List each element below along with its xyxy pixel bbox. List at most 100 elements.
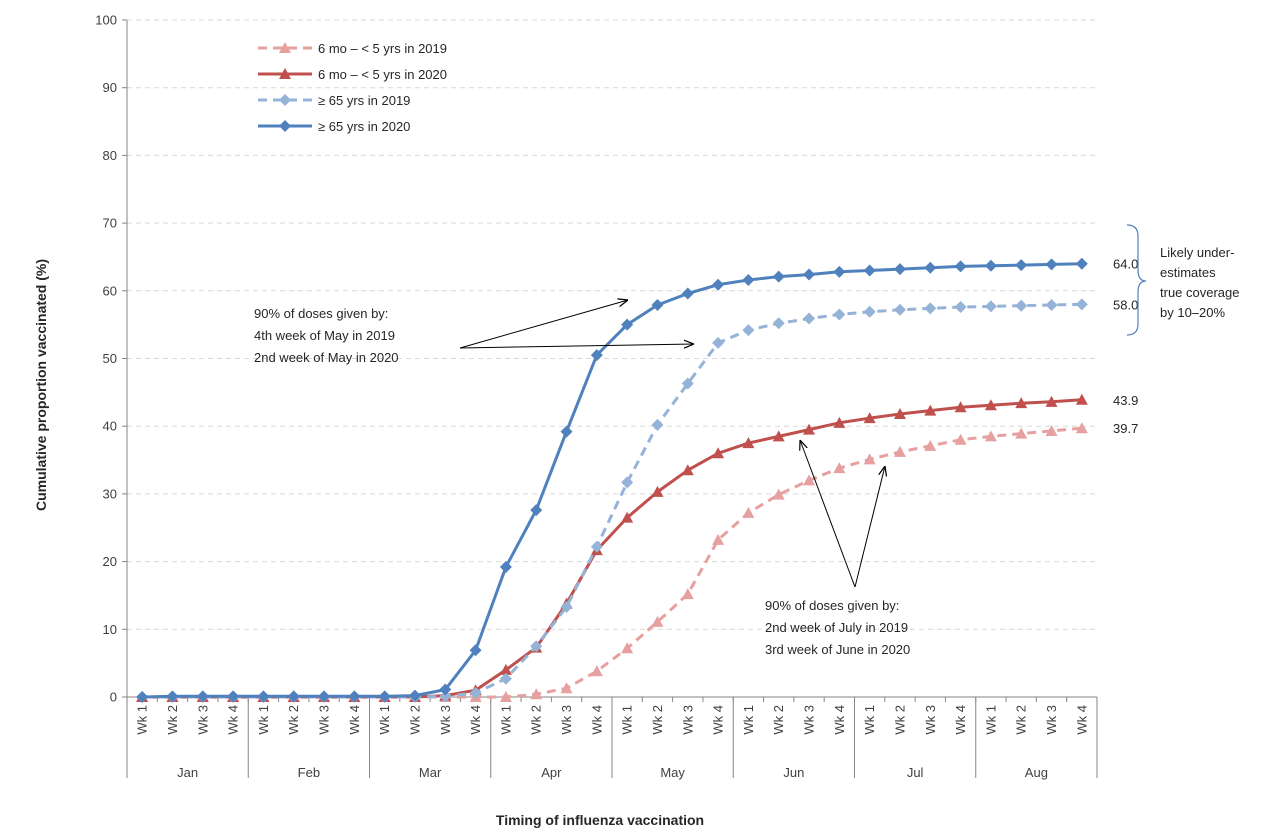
week-label: Wk 4 <box>711 705 726 735</box>
data-point <box>136 691 149 703</box>
week-label: Wk 4 <box>589 705 604 735</box>
data-point <box>772 430 785 442</box>
data-point <box>681 377 694 390</box>
data-point <box>712 278 725 291</box>
data-point <box>954 401 967 413</box>
series-layer <box>136 257 1088 703</box>
data-point <box>772 270 785 283</box>
data-point <box>984 399 997 411</box>
y-tick-label: 10 <box>103 622 117 637</box>
data-point <box>621 318 634 331</box>
data-point <box>924 302 937 315</box>
data-point <box>893 408 906 420</box>
data-point <box>863 305 876 318</box>
data-point <box>893 303 906 316</box>
month-label: Feb <box>298 765 320 780</box>
data-point <box>954 260 967 273</box>
month-label: Jan <box>177 765 198 780</box>
data-point <box>621 511 634 523</box>
data-point <box>742 273 755 286</box>
bracket <box>1126 224 1147 336</box>
data-point <box>1075 257 1088 270</box>
data-point <box>166 690 179 703</box>
week-label: Wk 3 <box>680 705 695 735</box>
data-point <box>803 312 816 325</box>
legend-label: 6 mo – < 5 yrs in 2019 <box>318 41 447 56</box>
y-tick-label: 40 <box>103 419 117 434</box>
data-point <box>742 324 755 337</box>
data-point <box>560 682 573 694</box>
data-point <box>681 287 694 300</box>
data-point <box>530 640 543 653</box>
data-point <box>742 506 755 518</box>
data-point <box>1015 259 1028 272</box>
data-point <box>1045 395 1058 407</box>
bracket-label: estimates <box>1160 265 1216 280</box>
data-point <box>651 615 664 627</box>
data-point <box>469 686 482 699</box>
data-point <box>621 642 634 654</box>
data-point <box>1015 397 1028 409</box>
data-point <box>924 439 937 451</box>
week-label: Wk 4 <box>226 705 241 735</box>
annotations: 90% of doses given by: 4th week of May in… <box>254 224 1240 657</box>
data-point <box>378 690 391 703</box>
data-point <box>590 665 603 677</box>
annotation-arrow <box>459 300 628 349</box>
y-tick-label: 70 <box>103 216 117 231</box>
y-tick-label: 30 <box>103 486 117 501</box>
data-point <box>590 540 603 553</box>
data-point <box>803 268 816 281</box>
data-point <box>1045 424 1058 436</box>
legend-label: 6 mo – < 5 yrs in 2020 <box>318 67 447 82</box>
week-label: Wk 1 <box>135 705 150 735</box>
week-label: Wk 1 <box>377 705 392 735</box>
data-point <box>287 690 300 703</box>
data-point <box>560 425 573 438</box>
data-point <box>408 689 421 702</box>
legend: 6 mo – < 5 yrs in 2019 6 mo – < 5 yrs in … <box>258 41 447 134</box>
data-point <box>712 336 725 349</box>
data-point <box>1045 258 1058 271</box>
data-point <box>530 688 543 700</box>
data-point <box>530 504 543 517</box>
bracket-label: true coverage <box>1160 285 1240 300</box>
month-label: Jun <box>783 765 804 780</box>
data-point <box>954 301 967 314</box>
week-label: Wk 3 <box>559 705 574 735</box>
annotation-text: 2nd week of May in 2020 <box>254 350 399 365</box>
end-value-label: 64.0 <box>1113 257 1138 272</box>
month-label: May <box>660 765 685 780</box>
data-point <box>318 690 331 703</box>
week-label: Wk 2 <box>529 705 544 735</box>
annotation-text: 90% of doses given by: <box>254 306 388 321</box>
data-point <box>803 474 816 486</box>
week-label: Wk 2 <box>1014 705 1029 735</box>
data-point <box>863 453 876 465</box>
end-value-label: 58.0 <box>1113 297 1138 312</box>
data-point <box>833 416 846 428</box>
end-value-label: 43.9 <box>1113 393 1138 408</box>
data-point <box>1015 299 1028 312</box>
annotation-arrow <box>854 466 885 588</box>
data-point <box>651 418 664 431</box>
week-label: Wk 2 <box>892 705 907 735</box>
legend-marker <box>279 94 291 106</box>
end-labels: 64.0 58.0 43.9 39.7 <box>1113 257 1138 437</box>
data-point <box>984 259 997 272</box>
data-point <box>469 644 482 657</box>
data-point <box>439 690 452 703</box>
data-point <box>772 488 785 500</box>
week-label: Wk 4 <box>953 705 968 735</box>
week-label: Wk 4 <box>468 705 483 735</box>
data-point <box>439 683 452 696</box>
week-label: Wk 4 <box>832 705 847 735</box>
data-point <box>712 447 725 459</box>
data-point <box>1075 422 1088 434</box>
data-point <box>499 663 512 675</box>
y-tick-label: 60 <box>103 283 117 298</box>
data-point <box>499 691 512 702</box>
bracket-label: by 10–20% <box>1160 305 1225 320</box>
week-label: Wk 4 <box>1074 705 1089 735</box>
data-point <box>863 412 876 424</box>
